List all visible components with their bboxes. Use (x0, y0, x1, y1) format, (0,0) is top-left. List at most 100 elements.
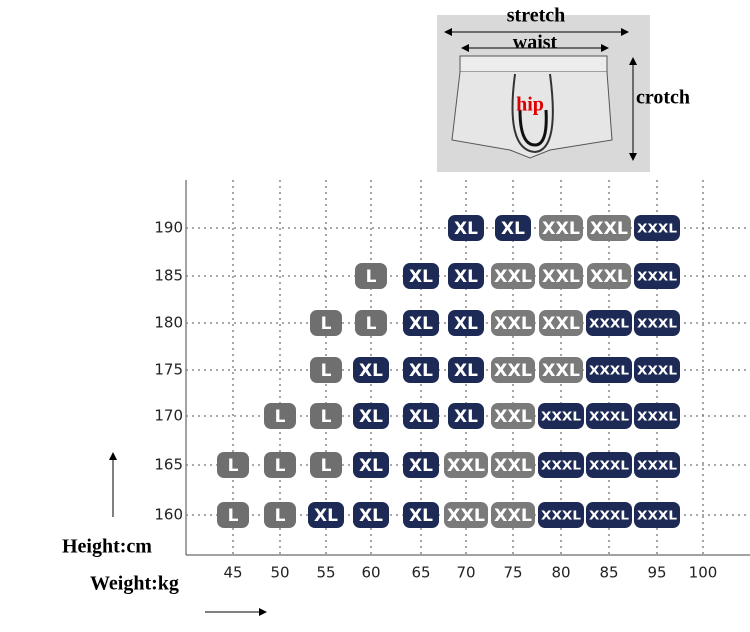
size-label: L (275, 407, 286, 427)
y-tick-label: 180 (154, 314, 183, 332)
size-badge: XL (448, 263, 484, 289)
size-badge: XXXL (586, 502, 632, 528)
size-badge: XL (403, 263, 439, 289)
badge-background (353, 357, 389, 383)
size-label: XL (359, 361, 383, 381)
size-badge: L (264, 452, 296, 478)
badge-background (587, 215, 631, 241)
size-label: XXL (494, 407, 532, 427)
size-label: XL (501, 219, 525, 239)
badge-background (448, 215, 484, 241)
badge-background (491, 502, 535, 528)
size-badge: L (310, 357, 342, 383)
size-badge: XL (495, 215, 531, 241)
badge-background (264, 452, 296, 478)
size-badge: L (310, 452, 342, 478)
size-label: XL (359, 456, 383, 476)
x-tick-label: 70 (456, 564, 475, 582)
size-badge: L (217, 452, 249, 478)
size-label: XXXL (541, 459, 581, 473)
size-label: XL (359, 506, 383, 526)
x-tick-label: 65 (411, 564, 430, 582)
badge-background (634, 215, 680, 241)
badge-background (353, 452, 389, 478)
size-label: XL (359, 407, 383, 427)
size-badge: XL (403, 502, 439, 528)
badge-background (444, 502, 488, 528)
size-label: XXXL (637, 410, 677, 424)
badge-background (586, 452, 632, 478)
x-tick-label: 100 (689, 564, 718, 582)
size-badge: XL (353, 403, 389, 429)
x-tick-label: 55 (316, 564, 335, 582)
badge-background (264, 403, 296, 429)
badge-background (310, 357, 342, 383)
garment-diagram: stretch waist hip crotch (437, 5, 690, 172)
badge-background (403, 263, 439, 289)
size-label: XL (409, 361, 433, 381)
y-tick-label: 185 (154, 267, 183, 285)
y-tick-label: 160 (154, 506, 183, 524)
size-label: L (321, 456, 332, 476)
size-label: XL (314, 506, 338, 526)
size-badge: XXL (539, 263, 583, 289)
badge-background (491, 452, 535, 478)
size-badge: XXL (491, 452, 535, 478)
size-label: XL (454, 361, 478, 381)
size-label: XXL (542, 314, 580, 334)
hip-label: hip (516, 94, 544, 116)
badge-background (586, 357, 632, 383)
size-badge: L (355, 310, 387, 336)
x-tick-label: 95 (647, 564, 666, 582)
badge-background (355, 310, 387, 336)
size-label: XL (409, 456, 433, 476)
size-label: XXXL (589, 509, 629, 523)
size-label: L (321, 407, 332, 427)
size-badge: XXXL (634, 403, 680, 429)
badge-background (448, 403, 484, 429)
size-badge: XL (448, 310, 484, 336)
size-label: XXXL (637, 364, 677, 378)
stretch-label: stretch (507, 5, 566, 27)
x-tick-label: 45 (223, 564, 242, 582)
waist-label: waist (513, 32, 558, 54)
badge-background (448, 357, 484, 383)
size-badge: XXXL (538, 502, 584, 528)
badge-background (587, 263, 631, 289)
badge-background (539, 357, 583, 383)
size-label: XL (454, 314, 478, 334)
size-label: XXXL (637, 317, 677, 331)
badge-background (355, 263, 387, 289)
size-label: XL (454, 219, 478, 239)
badge-background (403, 502, 439, 528)
badge-background (491, 310, 535, 336)
badge-background (495, 215, 531, 241)
size-label: XXXL (589, 317, 629, 331)
badge-background (634, 357, 680, 383)
badge-background (444, 452, 488, 478)
size-badge: L (310, 310, 342, 336)
badge-background (403, 310, 439, 336)
size-badge: XL (353, 452, 389, 478)
badge-background (634, 452, 680, 478)
size-badge: XL (403, 452, 439, 478)
size-badge: L (355, 263, 387, 289)
badge-background (586, 310, 632, 336)
badge-background (539, 310, 583, 336)
size-badge: XXXL (634, 215, 680, 241)
size-label: L (275, 506, 286, 526)
badge-background (217, 502, 249, 528)
size-badge: XXL (539, 357, 583, 383)
size-label: XXL (447, 506, 485, 526)
x-axis-title: Weight:kg (90, 573, 179, 595)
size-label: XXL (494, 456, 532, 476)
badge-background (310, 452, 342, 478)
size-label: XXL (590, 219, 628, 239)
size-badge: XL (403, 310, 439, 336)
x-tick-label: 75 (503, 564, 522, 582)
badge-background (353, 502, 389, 528)
x-tick-label: 80 (551, 564, 570, 582)
badge-background (538, 403, 584, 429)
size-label: XXXL (637, 270, 677, 284)
size-badge: XXXL (634, 502, 680, 528)
